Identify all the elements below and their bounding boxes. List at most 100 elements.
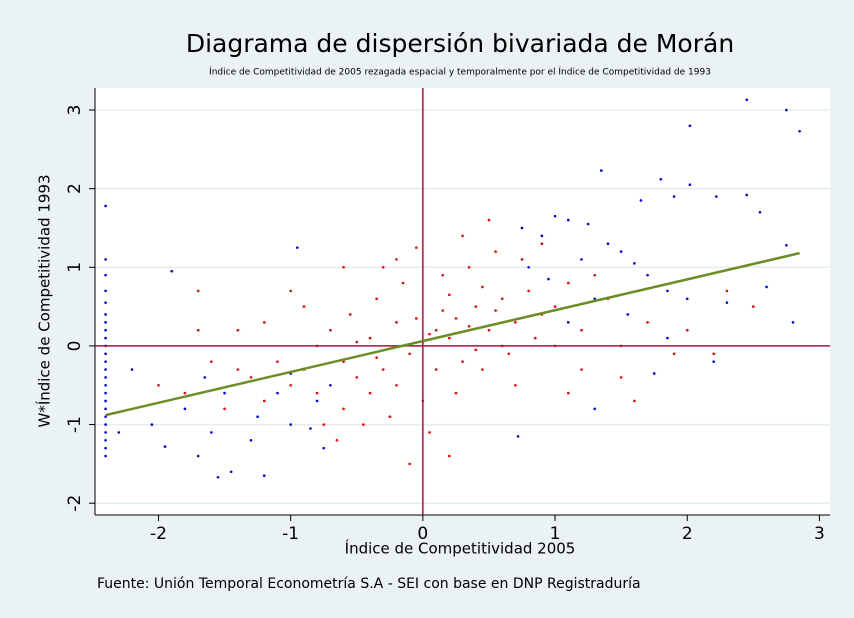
point bbox=[688, 124, 692, 128]
point bbox=[606, 242, 610, 246]
point bbox=[633, 262, 636, 265]
point bbox=[414, 317, 418, 320]
point bbox=[593, 273, 596, 277]
x-tick-label: 2 bbox=[682, 524, 693, 544]
point bbox=[309, 427, 312, 430]
x-tick-label: 1 bbox=[550, 524, 561, 544]
point bbox=[210, 431, 213, 434]
point bbox=[566, 218, 570, 222]
point bbox=[335, 438, 339, 442]
point bbox=[639, 199, 643, 202]
point bbox=[441, 273, 444, 277]
point bbox=[236, 368, 240, 371]
y-tick-label: 3 bbox=[65, 105, 85, 116]
point bbox=[104, 383, 107, 387]
point bbox=[104, 431, 107, 434]
point bbox=[494, 250, 497, 253]
point bbox=[408, 352, 411, 356]
x-tick-label: -2 bbox=[150, 524, 167, 544]
point bbox=[619, 250, 623, 253]
point bbox=[487, 328, 491, 332]
point bbox=[527, 289, 530, 293]
point bbox=[104, 321, 107, 324]
point bbox=[150, 423, 154, 426]
point bbox=[229, 470, 233, 474]
point bbox=[388, 415, 392, 419]
point bbox=[553, 214, 557, 218]
point bbox=[454, 391, 458, 395]
point bbox=[289, 423, 292, 426]
point bbox=[104, 273, 107, 277]
point bbox=[447, 336, 451, 340]
point bbox=[593, 297, 596, 301]
point bbox=[196, 289, 200, 293]
point bbox=[196, 328, 200, 332]
point bbox=[461, 360, 464, 363]
point bbox=[785, 243, 788, 247]
point bbox=[712, 360, 715, 363]
point bbox=[104, 446, 107, 450]
point bbox=[183, 391, 187, 395]
chart-title: Diagrama de dispersión bivariada de Morá… bbox=[186, 29, 734, 58]
point bbox=[408, 462, 411, 466]
point bbox=[104, 454, 107, 458]
point bbox=[256, 415, 259, 419]
point bbox=[758, 210, 762, 214]
point bbox=[315, 391, 319, 395]
point bbox=[362, 423, 365, 426]
point bbox=[580, 328, 583, 332]
point bbox=[725, 289, 729, 293]
point bbox=[315, 399, 319, 403]
point bbox=[428, 332, 431, 336]
point bbox=[481, 285, 484, 289]
point bbox=[342, 407, 345, 411]
point bbox=[104, 258, 107, 261]
point bbox=[322, 423, 325, 426]
point bbox=[467, 265, 471, 269]
point bbox=[276, 391, 279, 395]
point bbox=[381, 265, 385, 269]
point bbox=[104, 336, 107, 340]
point bbox=[295, 246, 299, 249]
point bbox=[289, 383, 292, 387]
plot-area bbox=[95, 88, 830, 515]
point bbox=[461, 234, 464, 238]
point bbox=[210, 360, 213, 363]
fit-line bbox=[105, 251, 800, 417]
point bbox=[203, 376, 207, 379]
point bbox=[474, 305, 478, 308]
point bbox=[104, 352, 107, 356]
point bbox=[752, 305, 755, 308]
point bbox=[170, 269, 173, 273]
point bbox=[262, 399, 266, 403]
point bbox=[487, 218, 491, 222]
point bbox=[249, 376, 253, 379]
point bbox=[348, 313, 352, 316]
point bbox=[633, 399, 636, 403]
point bbox=[500, 297, 504, 301]
point bbox=[580, 258, 583, 261]
point bbox=[428, 431, 431, 434]
point bbox=[104, 360, 107, 363]
point bbox=[183, 407, 187, 411]
point bbox=[593, 407, 596, 411]
point bbox=[725, 301, 729, 304]
point bbox=[381, 368, 385, 371]
point bbox=[672, 195, 676, 198]
point bbox=[104, 328, 107, 332]
point bbox=[547, 277, 550, 281]
y-tick-label: 2 bbox=[65, 183, 85, 194]
point bbox=[276, 360, 279, 363]
point bbox=[646, 321, 649, 324]
point bbox=[441, 309, 444, 312]
point bbox=[666, 289, 669, 293]
point bbox=[785, 108, 788, 112]
point bbox=[646, 273, 649, 277]
point bbox=[566, 391, 570, 395]
point bbox=[516, 435, 520, 438]
y-tick-label: -2 bbox=[65, 495, 85, 512]
point bbox=[368, 336, 372, 340]
point bbox=[659, 177, 663, 181]
point bbox=[104, 399, 107, 403]
